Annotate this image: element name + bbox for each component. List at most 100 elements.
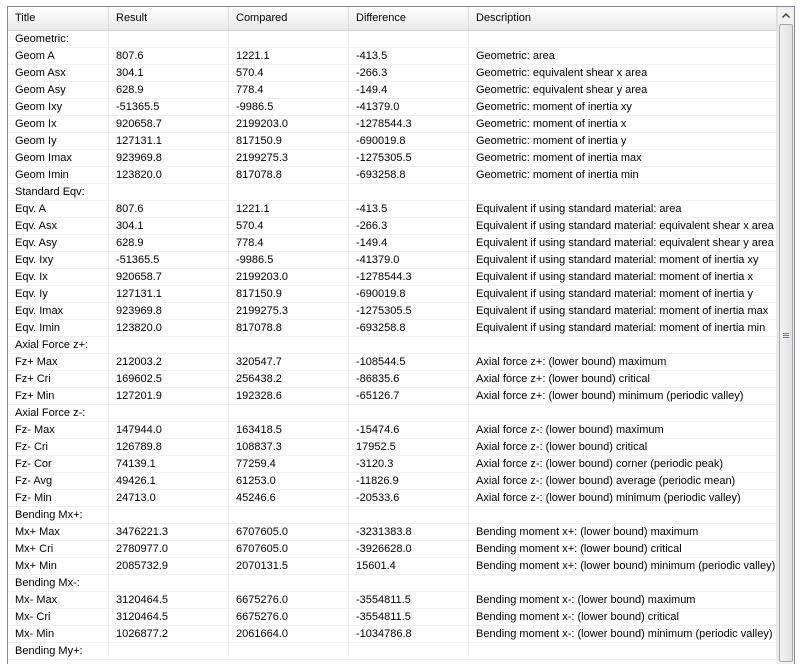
cell: 15601.4 (349, 558, 469, 574)
cell: Bending moment x+: (lower bound) maximum (469, 524, 777, 540)
cell: Equivalent if using standard material: m… (469, 303, 777, 319)
group-label (229, 643, 349, 659)
cell: -108544.5 (349, 354, 469, 370)
cell: 923969.8 (109, 303, 229, 319)
column-header[interactable]: Title (8, 7, 109, 30)
column-header[interactable]: Compared (229, 7, 349, 30)
cell: Axial force z-: (lower bound) average (p… (469, 473, 777, 489)
cell: Fz- Cri (8, 439, 109, 455)
data-row[interactable]: Eqv. Asx 304.1 570.4 -266.3 Equivalent if us… (8, 218, 777, 235)
group-row[interactable]: Standard Eqv: (8, 184, 777, 201)
data-row[interactable]: Mx+ Max 3476221.3 6707605.0 -3231383.8 Bendi… (8, 524, 777, 541)
cell: 17952.5 (349, 439, 469, 455)
scroll-thumb[interactable] (779, 24, 793, 662)
cell: 923969.8 (109, 150, 229, 166)
cell: 6707605.0 (229, 524, 349, 540)
data-row[interactable]: Fz- Cri 126789.8 108837.3 17952.5 Axial forc… (8, 439, 777, 456)
scroll-up-button[interactable] (778, 7, 794, 24)
cell: -266.3 (349, 218, 469, 234)
data-row[interactable]: Eqv. A 807.6 1221.1 -413.5 Equivalent if usi… (8, 201, 777, 218)
cell: Mx+ Max (8, 524, 109, 540)
group-label (109, 575, 229, 591)
cell: Equivalent if using standard material: m… (469, 269, 777, 285)
cell: Geometric: moment of inertia max (469, 150, 777, 166)
group-row[interactable]: Geometric: (8, 31, 777, 48)
data-row[interactable]: Fz+ Max 212003.2 320547.7 -108544.5 Axial fo… (8, 354, 777, 371)
cell: 192328.6 (229, 388, 349, 404)
cell: Equivalent if using standard material: m… (469, 286, 777, 302)
data-row[interactable]: Geom Ix 920658.7 2199203.0 -1278544.3 Geomet… (8, 116, 777, 133)
cell: Axial force z+: (lower bound) minimum (p… (469, 388, 777, 404)
cell: Equivalent if using standard material: a… (469, 201, 777, 217)
cell: Geom Asx (8, 65, 109, 81)
data-row[interactable]: Fz- Max 147944.0 163418.5 -15474.6 Axial for… (8, 422, 777, 439)
cell: 6675276.0 (229, 609, 349, 625)
group-row[interactable]: Bending Mx-: (8, 575, 777, 592)
cell: Equivalent if using standard material: m… (469, 320, 777, 336)
cell: 6707605.0 (229, 541, 349, 557)
column-header[interactable]: Difference (349, 7, 469, 30)
cell: Equivalent if using standard material: e… (469, 235, 777, 251)
cell: 256438.2 (229, 371, 349, 387)
cell: Eqv. Ixy (8, 252, 109, 268)
data-row[interactable]: Geom Asx 304.1 570.4 -266.3 Geometric: equiv… (8, 65, 777, 82)
cell: -41379.0 (349, 99, 469, 115)
cell: Geom Ix (8, 116, 109, 132)
data-row[interactable]: Geom Imin 123820.0 817078.8 -693258.8 Geomet… (8, 167, 777, 184)
cell: -15474.6 (349, 422, 469, 438)
data-row[interactable]: Eqv. Imin 123820.0 817078.8 -693258.8 Equiva… (8, 320, 777, 337)
data-row[interactable]: Fz+ Cri 169602.5 256438.2 -86835.6 Axial for… (8, 371, 777, 388)
data-row[interactable]: Geom Asy 628.9 778.4 -149.4 Geometric: equiv… (8, 82, 777, 99)
data-row[interactable]: Mx- Min 1026877.2 2061664.0 -1034786.8 Bendi… (8, 626, 777, 643)
group-label: Bending Mx+: (8, 507, 109, 523)
cell: Eqv. Asy (8, 235, 109, 251)
cell: -1275305.5 (349, 150, 469, 166)
cell: 1221.1 (229, 201, 349, 217)
scrollbar[interactable] (777, 7, 794, 664)
data-row[interactable]: Mx- Max 3120464.5 6675276.0 -3554811.5 Bendi… (8, 592, 777, 609)
group-row[interactable]: Bending My+: (8, 643, 777, 660)
cell: Geometric: moment of inertia min (469, 167, 777, 183)
data-row[interactable]: Eqv. Iy 127131.1 817150.9 -690019.8 Equivale… (8, 286, 777, 303)
data-row[interactable]: Geom A 807.6 1221.1 -413.5 Geometric: area (8, 48, 777, 65)
data-row[interactable]: Mx+ Cri 2780977.0 6707605.0 -3926628.0 Bendi… (8, 541, 777, 558)
data-row[interactable]: Eqv. Imax 923969.8 2199275.3 -1275305.5 Equi… (8, 303, 777, 320)
data-row[interactable]: Fz- Min 24713.0 45246.6 -20533.6 Axial force… (8, 490, 777, 507)
data-row[interactable]: Mx+ Min 2085732.9 2070131.5 15601.4 Bending … (8, 558, 777, 575)
group-row[interactable]: Axial Force z-: (8, 405, 777, 422)
cell: 2199203.0 (229, 116, 349, 132)
group-label (109, 31, 229, 47)
data-row[interactable]: Fz+ Min 127201.9 192328.6 -65126.7 Axial for… (8, 388, 777, 405)
cell: Geometric: moment of inertia x (469, 116, 777, 132)
group-label (469, 643, 777, 659)
column-header[interactable]: Result (109, 7, 229, 30)
group-row[interactable]: Axial Force z+: (8, 337, 777, 354)
group-label (469, 507, 777, 523)
cell: Eqv. Ix (8, 269, 109, 285)
data-row[interactable]: Geom Ixy -51365.5 -9986.5 -41379.0 Geometric… (8, 99, 777, 116)
data-row[interactable]: Geom Iy 127131.1 817150.9 -690019.8 Geometri… (8, 133, 777, 150)
data-row[interactable]: Mx- Cri 3120464.5 6675276.0 -3554811.5 Bendi… (8, 609, 777, 626)
cell: Mx- Cri (8, 609, 109, 625)
data-row[interactable]: Eqv. Ixy -51365.5 -9986.5 -41379.0 Equivalen… (8, 252, 777, 269)
cell: 45246.6 (229, 490, 349, 506)
data-row[interactable]: Fz- Avg 49426.1 61253.0 -11826.9 Axial force… (8, 473, 777, 490)
header-row: Title Result Compared Difference Description (8, 7, 777, 31)
cell: 77259.4 (229, 456, 349, 472)
cell: 123820.0 (109, 167, 229, 183)
data-row[interactable]: Eqv. Ix 920658.7 2199203.0 -1278544.3 Equiva… (8, 269, 777, 286)
group-label: Standard Eqv: (8, 184, 109, 200)
group-row[interactable]: Bending Mx+: (8, 507, 777, 524)
column-header[interactable]: Description (469, 7, 777, 30)
cell: 127131.1 (109, 286, 229, 302)
cell: -20533.6 (349, 490, 469, 506)
cell: 778.4 (229, 82, 349, 98)
data-row[interactable]: Fz- Cor 74139.1 77259.4 -3120.3 Axial force … (8, 456, 777, 473)
cell: 628.9 (109, 235, 229, 251)
cell: Fz- Cor (8, 456, 109, 472)
cell: Axial force z+: (lower bound) maximum (469, 354, 777, 370)
data-row[interactable]: Geom Imax 923969.8 2199275.3 -1275305.5 Geom… (8, 150, 777, 167)
data-row[interactable]: Eqv. Asy 628.9 778.4 -149.4 Equivalent if us… (8, 235, 777, 252)
cell: Eqv. Asx (8, 218, 109, 234)
group-label (109, 184, 229, 200)
